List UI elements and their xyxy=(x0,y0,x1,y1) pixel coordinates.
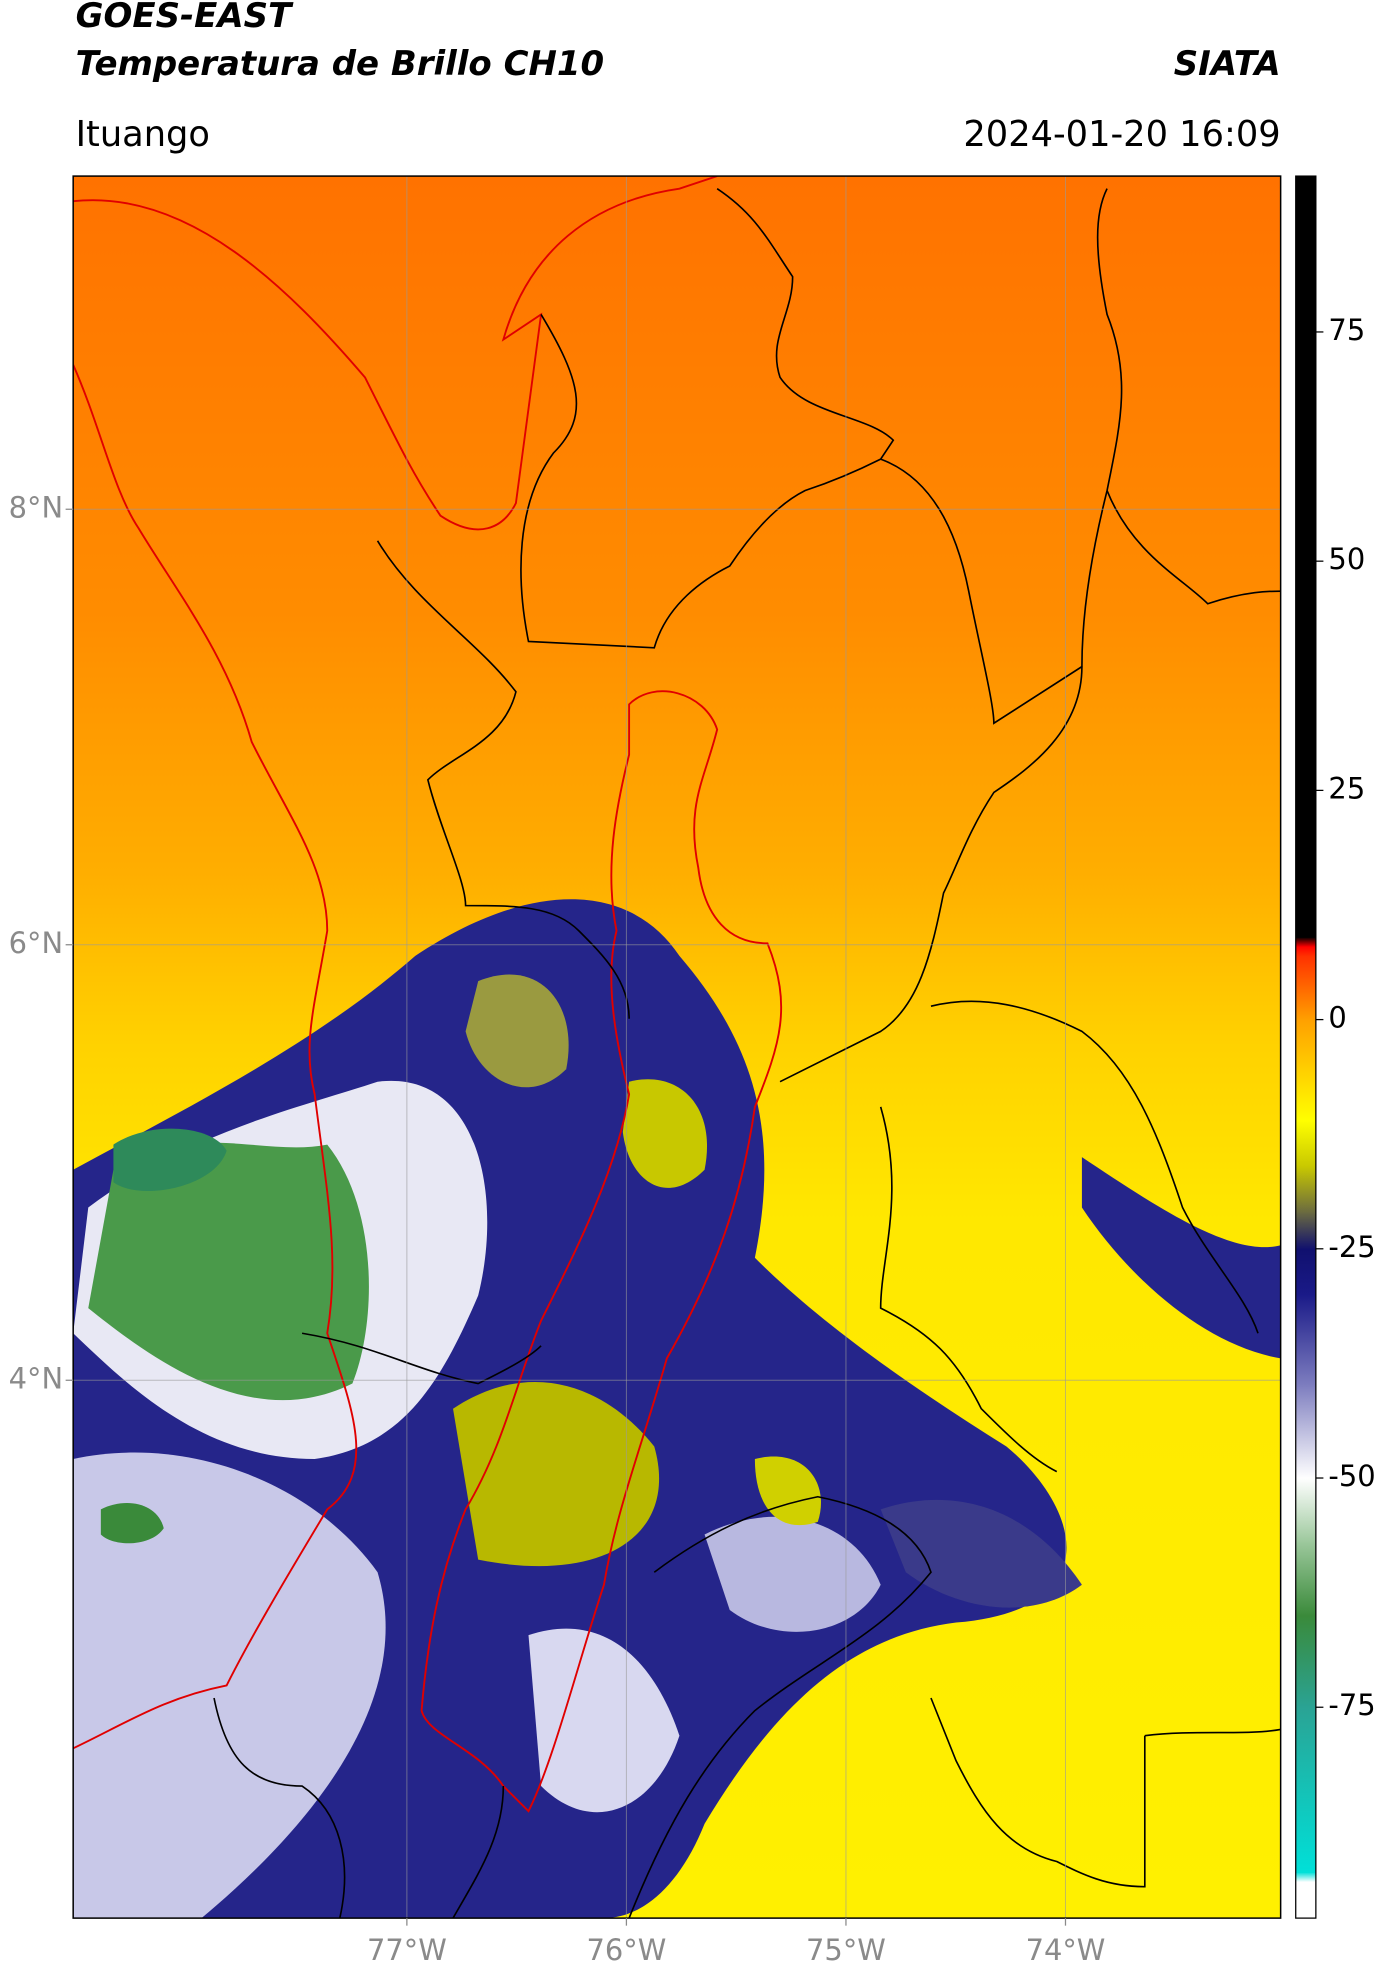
grid xyxy=(73,176,1281,1919)
colorbar-segment xyxy=(1295,1707,1316,1873)
x-tick-label: 77°W xyxy=(367,1933,447,1967)
source: SIATA xyxy=(1174,44,1281,84)
colorbar: 75 50 25 0 -25 -50 -75 xyxy=(1295,175,1376,1919)
colorbar-tick-label: 50 xyxy=(1328,542,1365,576)
colorbar-segment xyxy=(1295,1386,1316,1479)
colorbar-segment xyxy=(1295,1478,1316,1543)
y-tick-label: 8°N xyxy=(9,490,63,524)
satellite-image xyxy=(73,176,1281,1919)
y-tick-label: 4°N xyxy=(9,1361,63,1395)
colorbar-frame xyxy=(1295,175,1317,1919)
colorbar-segment xyxy=(1295,1615,1316,1708)
colorbar-tick-label: -50 xyxy=(1328,1459,1375,1493)
colorbar-segment xyxy=(1295,1881,1316,1919)
colorbar-tick-label: 0 xyxy=(1328,1001,1346,1035)
colorbar-segment xyxy=(1295,937,1316,947)
colorbar-tick-label: -25 xyxy=(1328,1230,1375,1264)
colorbar-segment xyxy=(1295,1294,1316,1387)
subtitle: Temperatura de Brillo CH10 xyxy=(76,44,604,84)
map-frame xyxy=(72,175,1282,1919)
colorbar-tick-label: 75 xyxy=(1328,313,1365,347)
colorbar-tick-label: -75 xyxy=(1328,1688,1375,1722)
borders xyxy=(73,176,1281,1919)
y-tick-label: 6°N xyxy=(9,926,63,960)
colorbar-segment xyxy=(1295,946,1316,957)
colorbar-segment xyxy=(1295,1212,1316,1250)
location: Ituango xyxy=(76,114,210,155)
x-tick-label: 74°W xyxy=(1026,1933,1106,1967)
colorbar-segment xyxy=(1295,176,1316,938)
x-tick-label: 75°W xyxy=(806,1933,886,1967)
datetime: 2024-01-20 16:09 xyxy=(963,114,1280,155)
colorbar-tick-label: 25 xyxy=(1328,771,1365,805)
colorbar-segment xyxy=(1295,1120,1316,1167)
colorbar-segment xyxy=(1295,1019,1316,1122)
colorbar-segment xyxy=(1295,1166,1316,1213)
x-tick-label: 76°W xyxy=(586,1933,666,1967)
colorbar-segment xyxy=(1295,1542,1316,1617)
colorbar-segment xyxy=(1295,1248,1316,1296)
title: GOES-EAST xyxy=(76,0,294,36)
colorbar-segment xyxy=(1295,955,1316,1021)
colorbar-segment xyxy=(1295,1872,1316,1883)
